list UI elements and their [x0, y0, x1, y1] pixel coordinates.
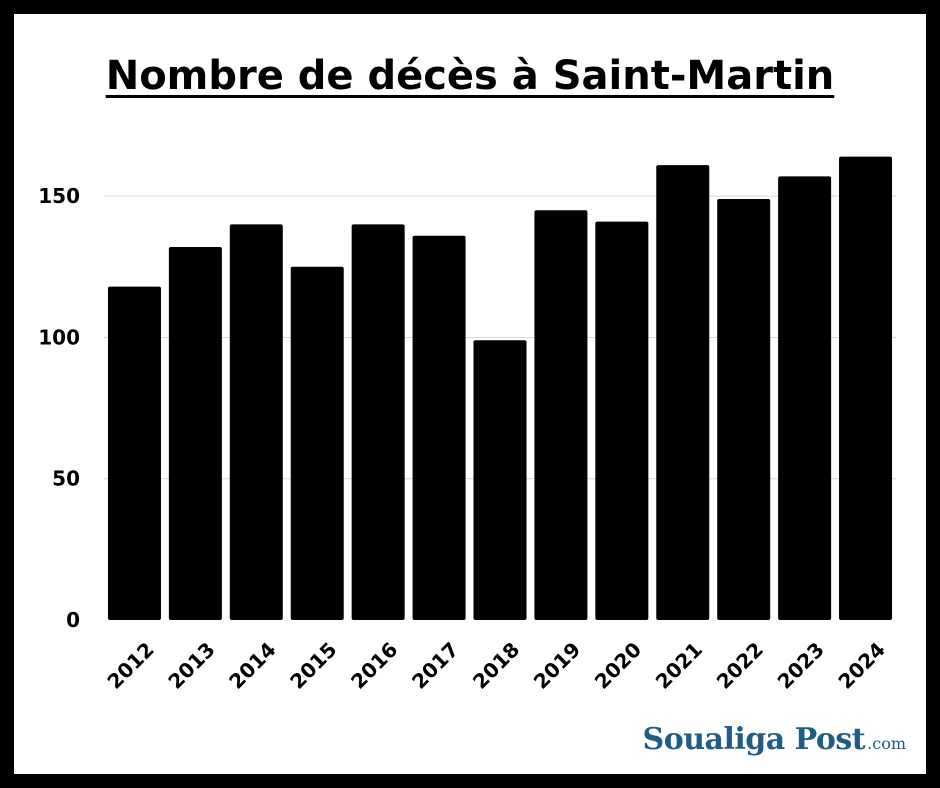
bar-2020	[595, 221, 649, 620]
brand-name: Soualiga Post	[642, 722, 866, 757]
x-tick-label: 2017	[407, 637, 463, 693]
bar-2023	[778, 176, 832, 620]
x-tick-label: 2019	[529, 637, 585, 693]
x-axis-labels: 2012 2013 2014 2015 2016 2017 2018 2019 2020 2021…	[102, 637, 889, 693]
bar-2024	[839, 156, 893, 620]
y-tick-label: 100	[38, 325, 80, 349]
y-tick-label: 0	[66, 608, 80, 632]
brand-logo: Soualiga Post .com	[643, 722, 906, 757]
x-tick-label: 2015	[285, 637, 341, 693]
x-tick-label: 2012	[102, 637, 158, 693]
bars	[107, 156, 893, 620]
bar-2013	[168, 247, 222, 620]
chart-frame: Nombre de décès à Saint-Martin 0 50 100 150…	[14, 14, 926, 774]
bar-2018	[473, 340, 527, 620]
x-tick-label: 2021	[651, 637, 707, 693]
bar-2016	[351, 224, 405, 620]
bar-2014	[229, 224, 283, 620]
bar-2019	[534, 210, 588, 620]
bar-2012	[107, 286, 161, 620]
y-tick-label: 150	[38, 184, 80, 208]
bar-2021	[656, 165, 710, 620]
x-tick-label: 2016	[346, 637, 402, 693]
y-axis-ticks: 0 50 100 150	[38, 184, 80, 632]
x-tick-label: 2022	[712, 637, 768, 693]
x-tick-label: 2023	[773, 637, 829, 693]
chart-title: Nombre de décès à Saint-Martin	[105, 53, 835, 99]
x-tick-label: 2018	[468, 637, 524, 693]
x-tick-label: 2020	[590, 637, 646, 693]
x-tick-label: 2013	[163, 637, 219, 693]
bar-2022	[717, 198, 771, 620]
y-tick-label: 50	[52, 467, 80, 491]
bar-2015	[290, 266, 344, 620]
x-tick-label: 2024	[833, 637, 889, 693]
bar-2017	[412, 235, 466, 620]
brand-suffix: .com	[867, 734, 906, 753]
x-tick-label: 2014	[224, 637, 280, 693]
